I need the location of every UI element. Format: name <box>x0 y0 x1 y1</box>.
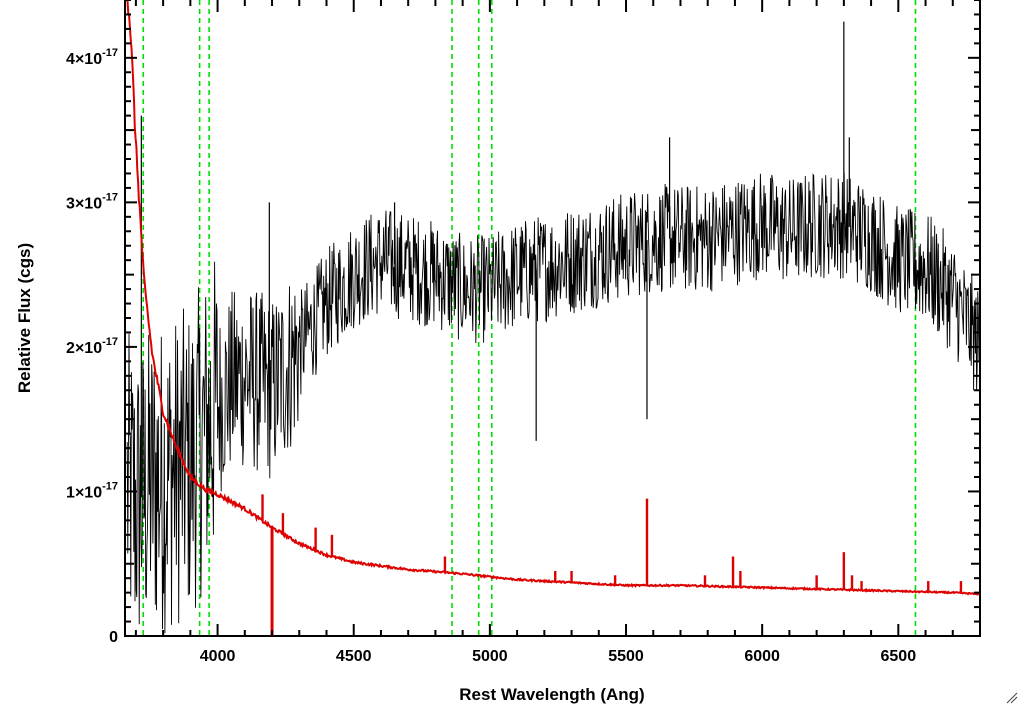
y-tick-exponent: -17 <box>102 480 118 492</box>
x-tick-label: 4000 <box>200 648 236 665</box>
y-axis-label: Relative Flux (cgs) <box>15 243 34 393</box>
y-tick-exponent: -17 <box>102 336 118 348</box>
y-tick-exponent: -17 <box>102 47 118 59</box>
y-tick-label: 4×10-17 <box>66 47 118 68</box>
x-axis-ticks: 4000 4500 5000 5500 6000 6500 <box>134 0 981 665</box>
x-tick-label: 6500 <box>881 648 917 665</box>
x-axis-label: Rest Wavelength (Ang) <box>459 685 644 704</box>
resize-grip-icon[interactable] <box>1006 692 1018 704</box>
y-tick-exponent: -17 <box>102 191 118 203</box>
spectrum-line <box>126 172 980 634</box>
x-tick-label: 6000 <box>744 648 780 665</box>
reference-lines <box>142 0 917 636</box>
y-tick-label: 0 <box>109 629 118 646</box>
x-tick-label: 5500 <box>608 648 644 665</box>
error-spectrum-line <box>126 0 980 596</box>
x-tick-label: 5000 <box>472 648 508 665</box>
y-tick-label: 3×10-17 <box>66 191 118 212</box>
y-tick-label: 2×10-17 <box>66 336 118 357</box>
series-layer <box>126 0 980 636</box>
x-tick-label: 4500 <box>336 648 372 665</box>
y-axis-ticks: 0 1×10-17 2×10-17 3×10-17 4×10-17 <box>66 0 980 646</box>
y-tick-label: 1×10-17 <box>66 480 118 501</box>
